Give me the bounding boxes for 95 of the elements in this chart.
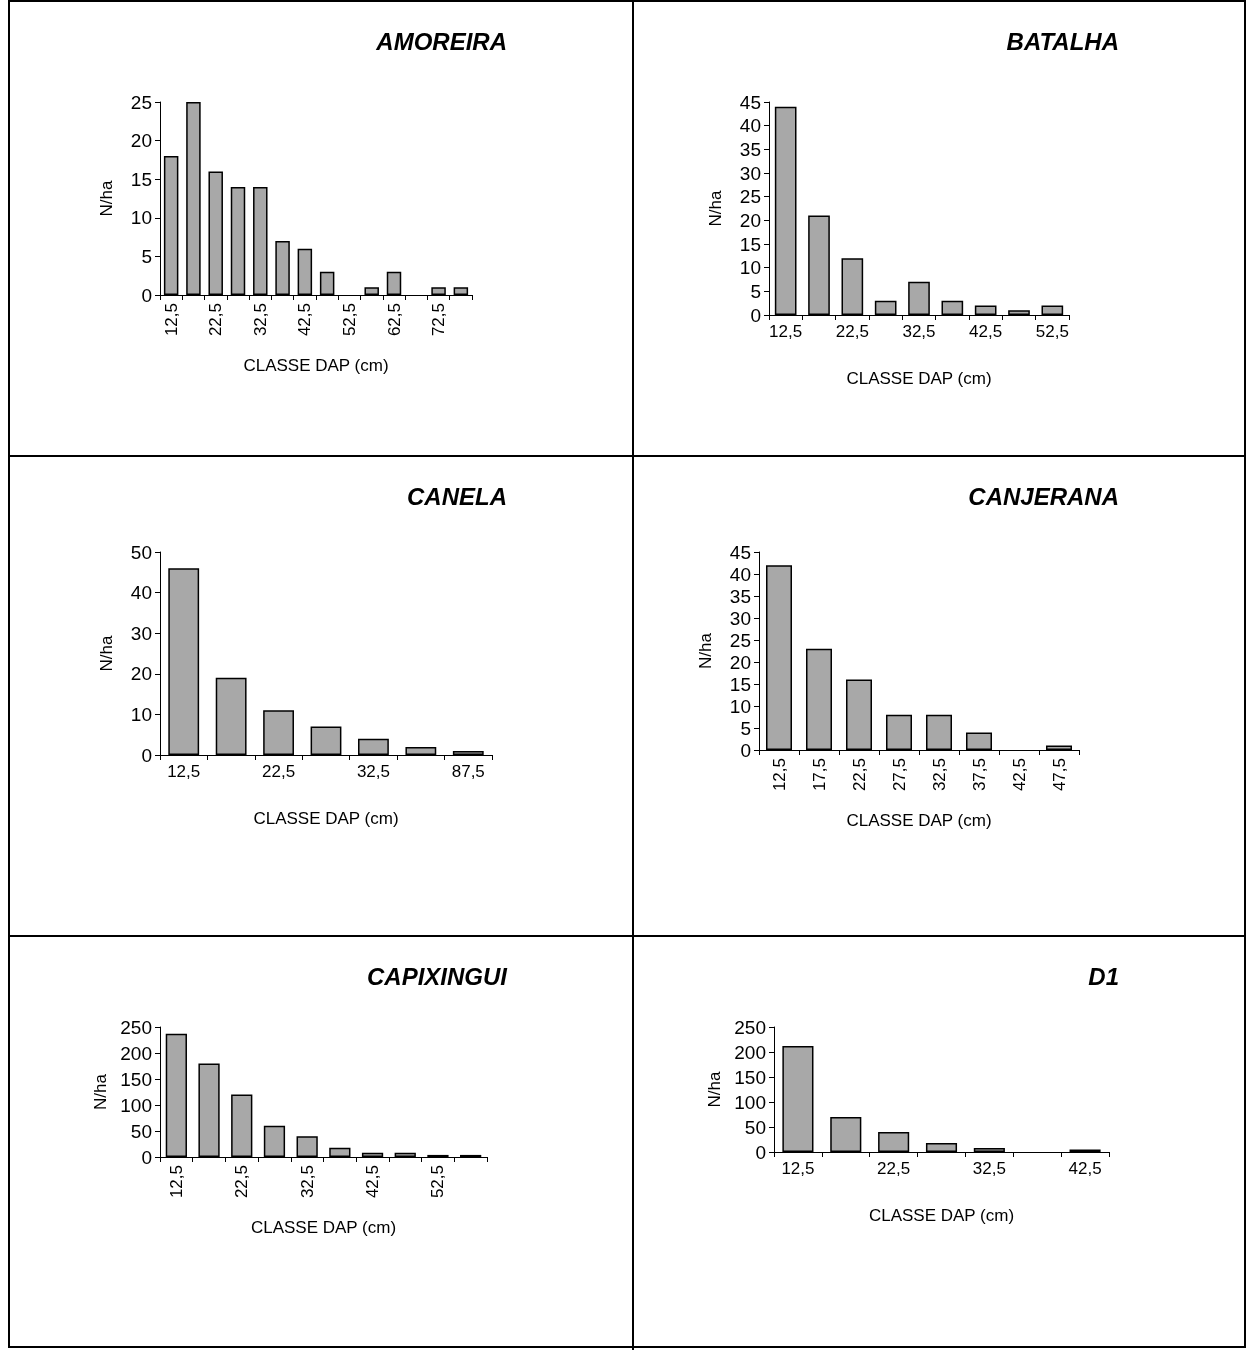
y-tick-label: 0 <box>755 1141 766 1163</box>
x-tick-label: 32,5 <box>250 303 270 337</box>
x-tick-label: 47,5 <box>1049 758 1069 792</box>
x-tick-label: 27,5 <box>889 758 909 792</box>
y-tick-label: 150 <box>734 1066 766 1088</box>
x-axis-title: CLASSE DAP (cm) <box>253 809 399 828</box>
x-tick-label: 22,5 <box>877 1159 911 1178</box>
x-tick-label: 22,5 <box>232 1165 252 1199</box>
x-tick-label: 72,5 <box>429 303 449 337</box>
y-tick-label: 20 <box>130 130 152 152</box>
chart-title: CANJERANA <box>968 482 1120 510</box>
x-tick-label: 12,5 <box>769 758 789 792</box>
x-tick-label: 32,5 <box>356 762 390 781</box>
y-tick-label: 30 <box>729 607 751 629</box>
y-axis-title: N/ha <box>97 635 116 672</box>
x-tick-label: 22,5 <box>262 762 296 781</box>
y-tick-label: 50 <box>130 541 152 563</box>
y-tick-label: 50 <box>130 1120 152 1142</box>
x-axis-title: CLASSE DAP (cm) <box>243 356 389 375</box>
y-tick-label: 200 <box>734 1041 766 1063</box>
y-tick-label: 25 <box>739 186 761 208</box>
x-axis-title: CLASSE DAP (cm) <box>868 1206 1015 1225</box>
x-tick-label: 52,5 <box>428 1165 448 1199</box>
y-tick-label: 10 <box>739 257 761 279</box>
x-tick-label: 22,5 <box>206 303 226 337</box>
chart-title: D1 <box>1088 962 1120 990</box>
x-tick-label: 32,5 <box>902 322 936 341</box>
x-axis-title: CLASSE DAP (cm) <box>846 811 992 830</box>
x-tick-label: 37,5 <box>969 758 989 792</box>
y-tick-label: 45 <box>739 91 761 113</box>
x-tick-label: 12,5 <box>167 762 201 781</box>
x-tick-label: 22,5 <box>835 322 869 341</box>
y-tick-label: 40 <box>130 582 152 604</box>
x-tick-label: 12,5 <box>769 322 803 341</box>
y-tick-label: 10 <box>130 703 152 725</box>
y-tick-label: 0 <box>740 739 751 761</box>
y-axis-title: N/ha <box>706 190 725 227</box>
y-tick-label: 5 <box>750 280 761 302</box>
x-tick-label: 32,5 <box>972 1159 1006 1178</box>
chart-title: CANELA <box>407 482 507 510</box>
y-tick-label: 0 <box>141 284 152 306</box>
y-axis-title: N/ha <box>97 180 116 217</box>
y-tick-label: 20 <box>739 209 761 231</box>
y-tick-label: 40 <box>739 115 761 137</box>
x-tick-label: 17,5 <box>809 758 829 792</box>
y-tick-label: 25 <box>130 91 152 113</box>
chart-title: BATALHA <box>1006 27 1119 55</box>
y-tick-label: 10 <box>130 207 152 229</box>
y-tick-label: 200 <box>120 1042 152 1064</box>
y-tick-label: 5 <box>141 245 152 267</box>
y-tick-label: 100 <box>734 1091 766 1113</box>
y-axis-title: N/ha <box>91 1073 111 1110</box>
y-tick-label: 15 <box>729 673 751 695</box>
x-tick-label: 42,5 <box>969 322 1003 341</box>
y-tick-label: 10 <box>729 695 751 717</box>
y-tick-label: 30 <box>739 162 761 184</box>
y-tick-label: 35 <box>739 138 761 160</box>
x-tick-label: 12,5 <box>161 303 181 337</box>
x-tick-label: 32,5 <box>297 1165 317 1199</box>
x-tick-label: 22,5 <box>849 758 869 792</box>
x-tick-label: 12,5 <box>781 1159 815 1178</box>
y-tick-label: 15 <box>739 233 761 255</box>
x-tick-label: 62,5 <box>384 303 404 337</box>
y-tick-label: 0 <box>750 304 761 326</box>
y-axis-title: N/ha <box>696 632 715 669</box>
chart-title: CAPIXINGUI <box>366 962 509 990</box>
y-tick-label: 20 <box>130 663 152 685</box>
x-tick-label: 87,5 <box>451 762 485 781</box>
y-tick-label: 150 <box>120 1068 152 1090</box>
x-tick-label: 52,5 <box>1035 322 1069 341</box>
x-axis-title: CLASSE DAP (cm) <box>846 369 992 388</box>
y-tick-label: 50 <box>744 1116 766 1138</box>
x-axis-title: CLASSE DAP (cm) <box>250 1218 397 1237</box>
x-tick-label: 52,5 <box>339 303 359 337</box>
y-tick-label: 250 <box>120 1016 152 1038</box>
y-tick-label: 25 <box>729 629 751 651</box>
x-tick-label: 42,5 <box>363 1165 383 1199</box>
y-tick-label: 15 <box>130 168 152 190</box>
y-tick-label: 250 <box>734 1016 766 1038</box>
y-tick-label: 20 <box>729 651 751 673</box>
chart-title: AMOREIRA <box>375 27 508 55</box>
x-tick-label: 42,5 <box>1068 1159 1102 1178</box>
y-tick-label: 45 <box>729 541 751 563</box>
y-tick-label: 35 <box>729 585 751 607</box>
x-tick-label: 42,5 <box>1009 758 1029 792</box>
y-tick-label: 5 <box>740 717 751 739</box>
y-tick-label: 0 <box>141 1146 152 1168</box>
x-tick-label: 32,5 <box>929 758 949 792</box>
y-tick-label: 30 <box>130 622 152 644</box>
y-tick-label: 100 <box>120 1094 152 1116</box>
y-axis-title: N/ha <box>705 1071 725 1108</box>
y-tick-label: 0 <box>141 744 152 766</box>
y-tick-label: 40 <box>729 563 751 585</box>
x-tick-label: 42,5 <box>295 303 315 337</box>
x-tick-label: 12,5 <box>166 1165 186 1199</box>
